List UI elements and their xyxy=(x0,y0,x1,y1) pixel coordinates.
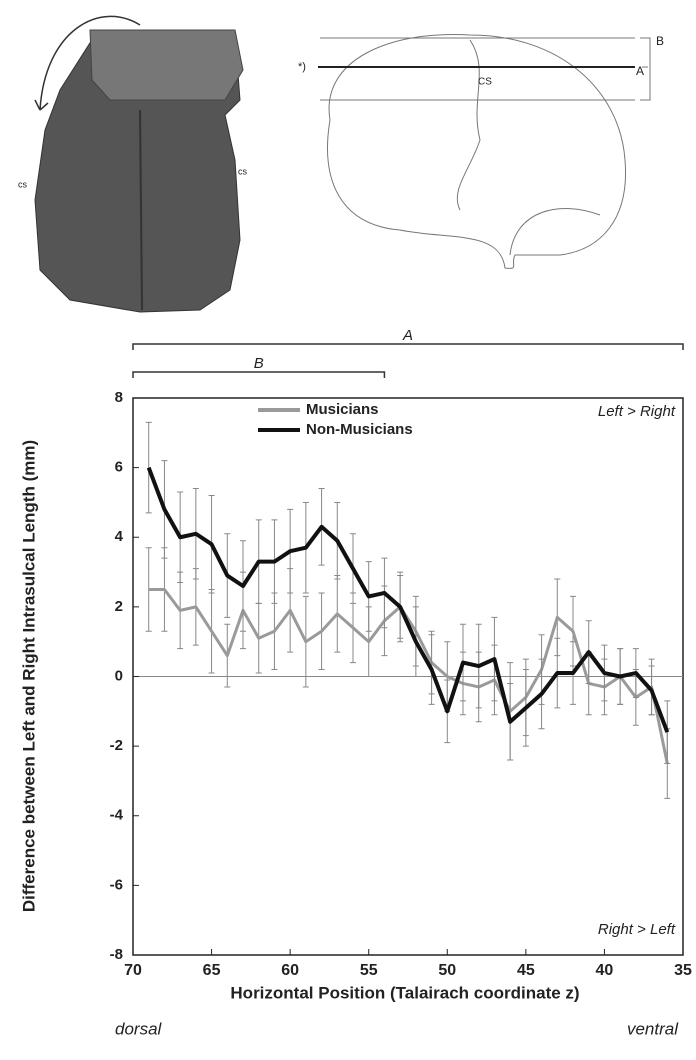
brain-label: B xyxy=(656,34,664,48)
error-bar xyxy=(664,700,671,765)
y-tick-label: 6 xyxy=(115,459,123,476)
y-axis-title: Difference between Left and Right Intras… xyxy=(19,440,38,912)
annotation: dorsal xyxy=(115,1019,163,1038)
brain-side-view xyxy=(318,33,651,269)
y-tick-label: 8 xyxy=(115,389,123,406)
annotation: Right > Left xyxy=(598,921,676,938)
x-tick-label: 55 xyxy=(360,962,378,979)
annotation: Left > Right xyxy=(598,403,676,420)
x-axis-title: Horizontal Position (Talairach coordinat… xyxy=(230,983,579,1002)
x-tick-label: 65 xyxy=(203,962,221,979)
x-tick-label: 60 xyxy=(281,962,299,979)
brain-label: *) xyxy=(298,61,306,73)
x-tick-label: 70 xyxy=(124,962,142,979)
range-label: B xyxy=(254,355,264,372)
annotation: ventral xyxy=(627,1019,679,1038)
error-bar xyxy=(145,421,152,514)
x-tick-label: 35 xyxy=(674,962,692,979)
brain-label: cs xyxy=(238,166,248,176)
y-tick-label: -6 xyxy=(110,876,123,893)
y-tick-label: 2 xyxy=(115,598,123,615)
y-tick-label: 0 xyxy=(115,667,123,684)
y-tick-label: -8 xyxy=(110,946,123,963)
range-label: A xyxy=(402,327,413,344)
error-bar xyxy=(145,547,152,632)
y-tick-label: -4 xyxy=(110,807,124,824)
x-tick-label: 40 xyxy=(596,962,614,979)
y-tick-label: 4 xyxy=(115,528,124,545)
range-bracket xyxy=(132,371,386,378)
brain-label: CS xyxy=(478,77,492,88)
legend-label: Musicians xyxy=(306,401,379,418)
brain-label: A xyxy=(636,64,644,78)
x-tick-label: 45 xyxy=(517,962,535,979)
range-bracket xyxy=(132,343,684,350)
x-tick-label: 50 xyxy=(438,962,456,979)
legend-label: Non-Musicians xyxy=(306,421,413,438)
brain-label: cs xyxy=(18,179,28,189)
brain-top-view xyxy=(34,15,244,313)
series-line xyxy=(148,587,669,764)
series-line xyxy=(146,466,670,733)
y-tick-label: -2 xyxy=(110,737,123,754)
